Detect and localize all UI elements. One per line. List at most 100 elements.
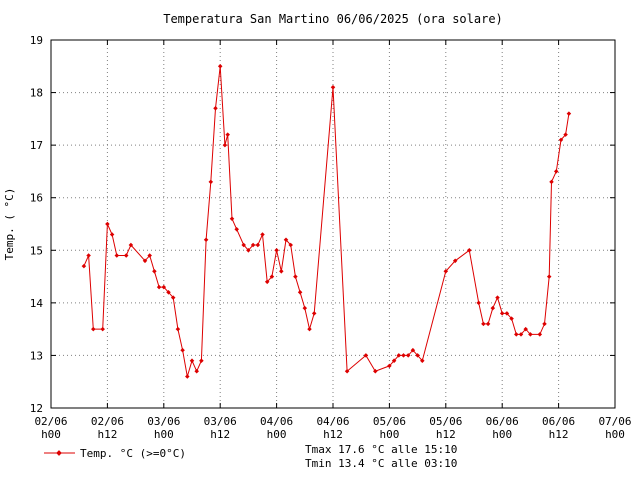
y-tick-label: 17 xyxy=(30,139,43,152)
data-point xyxy=(274,248,279,253)
x-tick-label-date: 07/06 xyxy=(598,415,631,428)
tmin-annotation: Tmin 13.4 °C alle 03:10 xyxy=(305,457,457,470)
data-point xyxy=(373,368,378,374)
data-point xyxy=(330,85,336,90)
data-point xyxy=(142,258,148,264)
data-point xyxy=(203,237,209,243)
data-point xyxy=(147,253,152,258)
x-tick-label-hour: h00 xyxy=(41,428,61,441)
data-point xyxy=(297,290,303,295)
data-point xyxy=(213,106,218,111)
data-point xyxy=(344,368,350,374)
y-tick-label: 18 xyxy=(30,87,43,100)
data-point xyxy=(566,111,572,116)
data-point xyxy=(307,326,312,332)
data-point xyxy=(217,64,223,69)
data-point xyxy=(225,132,230,137)
data-point xyxy=(481,321,486,327)
legend-marker xyxy=(56,450,62,456)
data-point xyxy=(234,227,239,232)
x-tick-label-date: 03/06 xyxy=(204,415,237,428)
data-point xyxy=(387,363,392,369)
x-tick-label-hour: h12 xyxy=(210,428,230,441)
y-tick-label: 15 xyxy=(30,244,43,257)
data-point xyxy=(509,316,514,321)
data-point xyxy=(452,258,458,264)
x-tick-label-hour: h12 xyxy=(323,428,343,441)
x-tick-label-hour: h00 xyxy=(492,428,512,441)
x-tick-label-hour: h00 xyxy=(267,428,287,441)
data-point xyxy=(302,305,308,311)
data-point xyxy=(504,311,510,316)
data-point xyxy=(523,326,528,332)
data-point xyxy=(415,353,420,358)
x-tick-label-date: 05/06 xyxy=(429,415,462,428)
y-tick-label: 13 xyxy=(30,349,43,362)
y-tick-label: 19 xyxy=(30,34,43,47)
data-point xyxy=(401,353,406,358)
data-point xyxy=(542,321,547,327)
data-point xyxy=(443,269,449,274)
y-tick-label: 12 xyxy=(30,402,43,415)
data-point xyxy=(189,358,195,363)
x-tick-label-hour: h00 xyxy=(154,428,174,441)
y-axis-ticks: 12 13 14 15 16 17 18 19 xyxy=(30,34,615,415)
x-tick-label-hour: h12 xyxy=(97,428,117,441)
series-line xyxy=(83,66,570,377)
chart-title: Temperatura San Martino 06/06/2025 (ora … xyxy=(163,12,503,26)
data-point xyxy=(264,279,270,285)
data-point xyxy=(152,269,157,274)
data-point xyxy=(405,353,411,358)
data-point xyxy=(391,358,397,363)
data-point xyxy=(537,332,543,337)
data-point xyxy=(499,311,505,316)
x-tick-label-date: 04/06 xyxy=(260,415,293,428)
data-point xyxy=(229,216,235,221)
data-point xyxy=(293,274,298,279)
data-point xyxy=(208,179,214,185)
data-point xyxy=(549,179,554,185)
data-point xyxy=(363,353,369,358)
data-point xyxy=(161,284,167,290)
data-point xyxy=(194,368,199,374)
data-point xyxy=(396,353,402,358)
data-point xyxy=(495,295,500,300)
data-point xyxy=(260,232,265,237)
legend-label: Temp. °C (>=0°C) xyxy=(80,447,186,460)
data-point xyxy=(311,311,317,316)
x-tick-label-date: 05/06 xyxy=(373,415,406,428)
data-point xyxy=(518,332,524,337)
data-point xyxy=(100,326,105,332)
data-point xyxy=(91,326,96,332)
data-point xyxy=(185,374,190,379)
data-point xyxy=(123,253,129,258)
y-tick-label: 14 xyxy=(30,297,44,310)
legend: Temp. °C (>=0°C) xyxy=(44,447,186,460)
y-tick-label: 16 xyxy=(30,192,43,205)
data-point xyxy=(105,221,110,227)
data-point xyxy=(180,347,185,353)
data-point xyxy=(467,248,472,253)
y-axis-title: Temp. ( °C) xyxy=(3,188,16,261)
x-tick-label-hour: h00 xyxy=(379,428,399,441)
data-point xyxy=(114,253,120,258)
x-tick-label-date: 02/06 xyxy=(34,415,67,428)
data-point xyxy=(175,326,181,332)
data-point xyxy=(269,274,275,279)
data-point xyxy=(528,332,533,337)
x-tick-label-date: 04/06 xyxy=(316,415,349,428)
data-point xyxy=(156,284,162,290)
data-point xyxy=(279,269,284,274)
data-point xyxy=(199,358,204,363)
data-point xyxy=(514,332,519,337)
x-tick-label-hour: h12 xyxy=(436,428,456,441)
tmax-annotation: Tmax 17.6 °C alle 15:10 xyxy=(305,443,457,456)
data-point xyxy=(410,347,416,353)
data-point xyxy=(546,274,552,279)
x-tick-label-hour: h00 xyxy=(605,428,625,441)
data-point xyxy=(86,253,91,258)
data-point xyxy=(81,263,87,269)
x-tick-label-hour: h12 xyxy=(549,428,569,441)
x-axis-ticks: 02/06h0002/06h1203/06h0003/06h1204/06h00… xyxy=(34,40,632,441)
